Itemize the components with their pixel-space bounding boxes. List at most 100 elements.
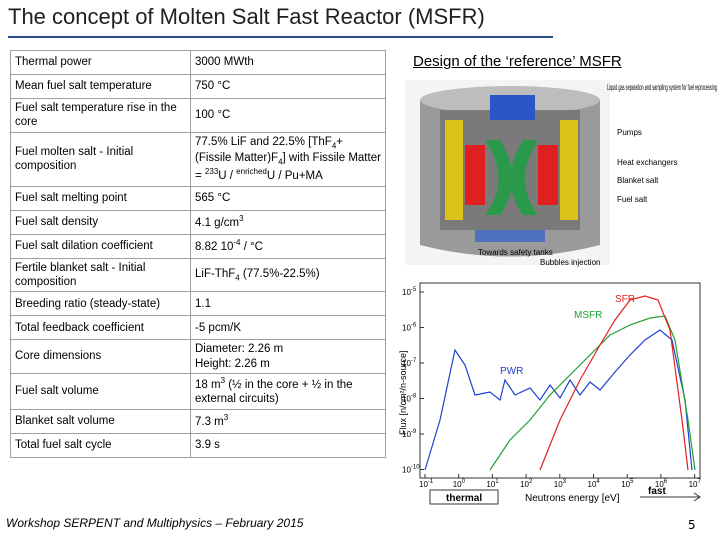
value-part: U /: [218, 170, 237, 183]
tick-base: 10: [453, 480, 462, 489]
slide-title: The concept of Molten Salt Fast Reactor …: [8, 4, 485, 29]
table-row: Total fuel salt cycle 3.9 s: [10, 432, 386, 458]
curve-label: PWR: [500, 366, 523, 377]
row-label: Core dimensions: [10, 339, 191, 375]
row-value: 3.9 s: [190, 432, 386, 458]
row-label: Fuel salt temperature rise in the core: [10, 98, 191, 133]
tick-exp: 5: [630, 479, 634, 485]
x-tick-label: 107: [689, 479, 702, 489]
parameter-table: Thermal power 3000 MWth Mean fuel salt tem…: [10, 50, 386, 458]
value-part: 3: [223, 413, 229, 423]
tick-base: 10: [588, 480, 597, 489]
y-tick-label: 10-5: [402, 287, 417, 297]
value-part: 3: [239, 213, 244, 223]
curve-label: MSFR: [574, 310, 602, 321]
x-tick-label: 101: [486, 479, 499, 489]
value-part: (½ in the core + ½ in the external circu…: [195, 378, 353, 406]
tick-base: 10: [402, 395, 411, 404]
y-tick-label: 10-6: [402, 323, 417, 333]
table-row: Fuel salt temperature rise in the core 10…: [10, 98, 386, 133]
reactor-label: Bubbles injection: [540, 258, 600, 267]
value-part: LiF-ThF: [195, 267, 236, 280]
table-row: Fuel salt melting point 565 °C: [10, 185, 386, 211]
row-label: Total feedback coefficient: [10, 315, 191, 341]
value-part: 3: [220, 376, 226, 386]
tick-exp: 4: [596, 479, 600, 485]
tick-base: 10: [655, 480, 664, 489]
x-tick-label: 105: [621, 479, 634, 489]
table-row: Fuel salt volume 18 m3 (½ in the core + ½…: [10, 373, 386, 410]
fast-arrow: [640, 492, 701, 502]
curve-label: SFR: [615, 294, 635, 305]
row-value: 8.82 10-4 / °C: [190, 233, 386, 259]
x-tick-label: 103: [554, 479, 567, 489]
pwr-curve: [424, 329, 693, 471]
tick-exp: -8: [411, 394, 417, 400]
x-axis-title: Neutrons energy [eV]: [525, 493, 620, 504]
page-number: 5: [688, 518, 696, 532]
value-part: 7.3 m: [195, 415, 224, 428]
value-part: 4: [331, 141, 337, 151]
value-part: (77.5%-22.5%): [239, 267, 320, 280]
tick-base: 10: [621, 480, 630, 489]
row-value: -5 pcm/K: [190, 315, 386, 341]
tick-exp: 7: [698, 479, 702, 485]
sfr-curve: [539, 295, 689, 471]
reactor-drawing: [405, 80, 610, 265]
value-part: 18 m: [195, 378, 221, 391]
tick-exp: -10: [411, 465, 420, 471]
y-tick-label: 10-7: [402, 358, 417, 368]
value-part: enriched: [236, 167, 267, 177]
tick-base: 10: [689, 480, 698, 489]
value-part: + (Fissile Matter)F: [195, 135, 343, 165]
tick-base: 10: [486, 480, 495, 489]
row-value: 7.3 m3: [190, 408, 386, 434]
row-label: Total fuel salt cycle: [10, 432, 191, 458]
row-value: LiF-ThF4 (77.5%-22.5%): [190, 257, 386, 293]
tick-base: 10: [402, 359, 411, 368]
x-tick-label: 100: [453, 479, 466, 489]
reactor-label: Liquid gas separation and sampling syste…: [607, 83, 717, 92]
x-tick-label: 106: [655, 479, 668, 489]
tick-base: 10: [419, 480, 428, 489]
row-value: 750 °C: [190, 74, 386, 99]
row-value: 565 °C: [190, 185, 386, 211]
tick-exp: 1: [495, 479, 499, 485]
row-value: 77.5% LiF and 22.5% [ThF4+ (Fissile Matt…: [190, 131, 386, 187]
tick-exp: 0: [462, 479, 466, 485]
tick-base: 10: [520, 480, 529, 489]
value-part: 77.5% LiF and 22.5% [ThF: [195, 135, 332, 148]
reactor-label: Pumps: [617, 128, 642, 137]
y-tick-label: 10-9: [402, 429, 417, 439]
table-row: Core dimensions Diameter: 2.26 m Height: …: [10, 339, 386, 375]
thermal-box: [429, 489, 499, 505]
x-tick-label: 10-1: [419, 479, 434, 489]
value-part: 4.1 g/cm: [195, 216, 240, 229]
row-label: Fertile blanket salt - Initial compositi…: [10, 257, 191, 293]
table-row: Mean fuel salt temperature 750 °C: [10, 74, 386, 99]
table-row: Fuel salt dilation coefficient 8.82 10-4 …: [10, 233, 386, 259]
footer-event: Workshop SERPENT and Multiphysics – Febr…: [6, 516, 304, 530]
x-tick-label: 104: [588, 479, 601, 489]
figure: Liquid gas separation and sampling syste…: [398, 80, 717, 505]
x-tick-label: 102: [520, 479, 533, 489]
value-part: 4: [235, 273, 240, 283]
table-row: Total feedback coefficient -5 pcm/K: [10, 315, 386, 341]
reactor-label: Fuel salt: [617, 195, 648, 204]
tick-base: 10: [402, 430, 411, 439]
reactor-label: Towards safety tanks: [478, 248, 553, 257]
tick-exp: -1: [428, 479, 434, 485]
tick-base: 10: [402, 466, 411, 475]
row-value: 18 m3 (½ in the core + ½ in the external…: [190, 373, 386, 410]
tick-base: 10: [554, 480, 563, 489]
value-part: 233: [204, 167, 219, 177]
table-row: Fuel salt density 4.1 g/cm3: [10, 209, 386, 235]
tick-exp: -7: [411, 358, 417, 364]
fast-label: fast: [648, 486, 666, 497]
table-row: Breeding ratio (steady-state) 1.1: [10, 291, 386, 317]
row-label: Fuel salt melting point: [10, 185, 191, 211]
row-label: Fuel salt volume: [10, 373, 191, 410]
value-part: ] with Fissile Matter =: [195, 152, 381, 183]
tick-exp: -9: [411, 429, 417, 435]
value-part: 4: [278, 157, 283, 167]
